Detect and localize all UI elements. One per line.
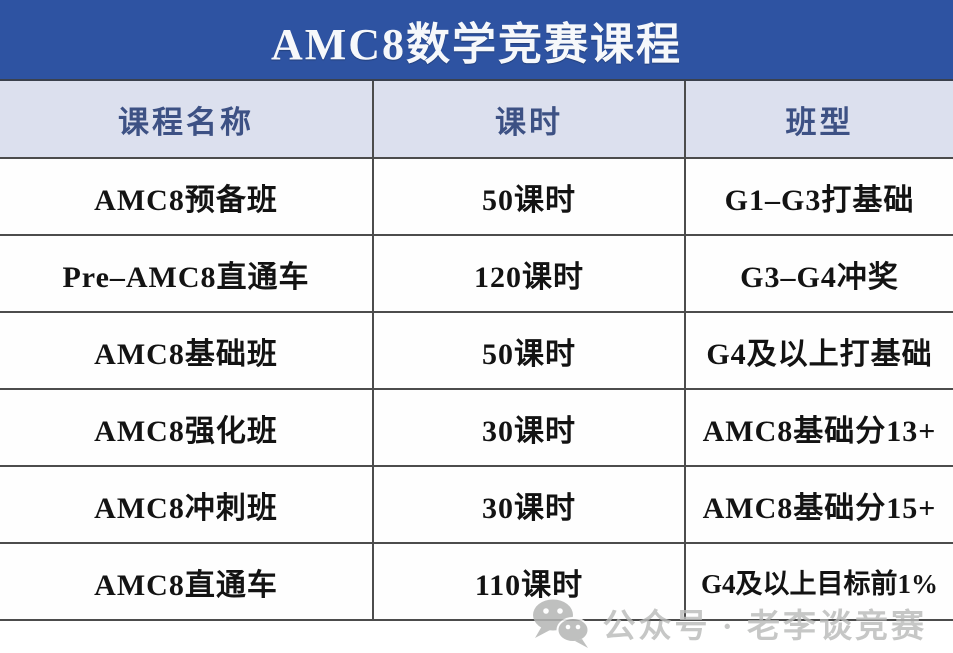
column-header-course-name: 课程名称: [0, 81, 374, 159]
title-bar: AMC8数学竞赛课程: [0, 0, 953, 81]
course-name-cell: AMC8强化班: [0, 388, 374, 467]
course-name-cell: AMC8基础班: [0, 311, 374, 390]
course-name-cell: AMC8冲刺班: [0, 465, 374, 544]
column-header-class-type: 班型: [684, 81, 953, 159]
hours-cell: 120课时: [372, 234, 686, 313]
hours-cell: 50课时: [372, 157, 686, 236]
table-row: AMC8冲刺班 30课时 AMC8基础分15+: [0, 465, 953, 544]
course-table: 课程名称 课时 班型 AMC8预备班 50课时 G1–G3打基础 Pre–AMC…: [0, 81, 953, 621]
table-row: AMC8直通车 110课时 G4及以上目标前1%: [0, 542, 953, 621]
course-name-cell: AMC8预备班: [0, 157, 374, 236]
table-row: AMC8预备班 50课时 G1–G3打基础: [0, 157, 953, 236]
course-name-cell: AMC8直通车: [0, 542, 374, 621]
class-type-cell: AMC8基础分15+: [684, 465, 953, 544]
table-header-row: 课程名称 课时 班型: [0, 81, 953, 159]
page-title: AMC8数学竞赛课程: [270, 19, 683, 69]
table-row: AMC8强化班 30课时 AMC8基础分13+: [0, 388, 953, 467]
class-type-cell: AMC8基础分13+: [684, 388, 953, 467]
hours-cell: 50课时: [372, 311, 686, 390]
column-header-hours: 课时: [372, 81, 686, 159]
hours-cell: 110课时: [372, 542, 686, 621]
class-type-cell: G1–G3打基础: [684, 157, 953, 236]
table-row: Pre–AMC8直通车 120课时 G3–G4冲奖: [0, 234, 953, 313]
class-type-cell: G3–G4冲奖: [684, 234, 953, 313]
table-row: AMC8基础班 50课时 G4及以上打基础: [0, 311, 953, 390]
course-name-cell: Pre–AMC8直通车: [0, 234, 374, 313]
class-type-cell: G4及以上目标前1%: [684, 542, 953, 621]
hours-cell: 30课时: [372, 388, 686, 467]
class-type-cell: G4及以上打基础: [684, 311, 953, 390]
hours-cell: 30课时: [372, 465, 686, 544]
